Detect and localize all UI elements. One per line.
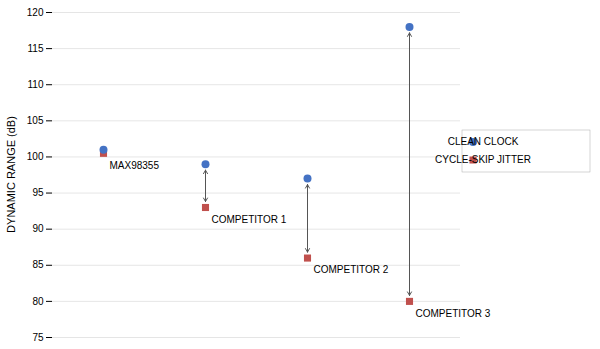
svg-text:MAX98355: MAX98355	[110, 160, 160, 171]
svg-text:115: 115	[28, 43, 44, 54]
svg-text:CYCLE-SKIP JITTER: CYCLE-SKIP JITTER	[435, 154, 531, 165]
svg-text:80: 80	[32, 296, 44, 307]
svg-text:110: 110	[28, 79, 44, 90]
svg-text:90: 90	[32, 223, 44, 234]
svg-text:120: 120	[27, 7, 44, 18]
svg-text:COMPETITOR 1: COMPETITOR 1	[212, 214, 287, 225]
svg-text:95: 95	[32, 187, 44, 198]
svg-text:100: 100	[27, 151, 44, 162]
svg-text:CLEAN CLOCK: CLEAN CLOCK	[448, 136, 519, 147]
svg-text:75: 75	[32, 332, 44, 343]
svg-text:COMPETITOR 3: COMPETITOR 3	[416, 308, 491, 319]
svg-text:105: 105	[27, 115, 44, 126]
svg-text:85: 85	[32, 259, 44, 270]
svg-text:DYNAMIC RANGE (dB): DYNAMIC RANGE (dB)	[5, 116, 17, 233]
svg-text:COMPETITOR 2: COMPETITOR 2	[314, 264, 389, 275]
